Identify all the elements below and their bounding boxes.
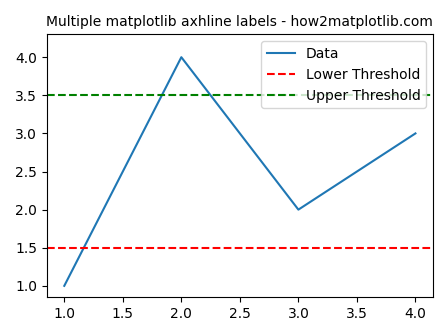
Data: [179, 55, 184, 59]
Data: [296, 208, 301, 212]
Upper Threshold: [61, 93, 67, 97]
Line: Data: Data: [64, 57, 415, 286]
Title: Multiple matplotlib axhline labels - how2matplotlib.com: Multiple matplotlib axhline labels - how…: [47, 15, 433, 29]
Data: [61, 284, 67, 288]
Data: [413, 131, 418, 135]
Lower Threshold: [61, 246, 67, 250]
Legend: Data, Lower Threshold, Upper Threshold: Data, Lower Threshold, Upper Threshold: [261, 41, 426, 108]
